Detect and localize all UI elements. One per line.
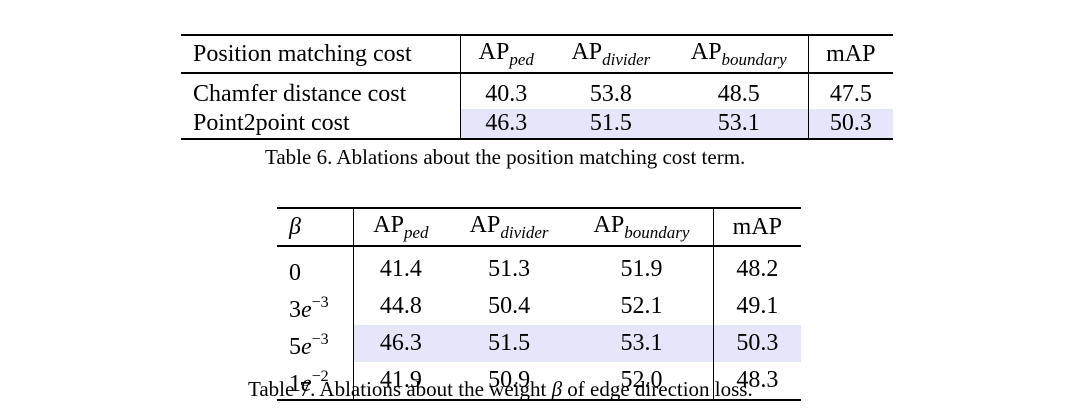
header-ap-divider: APdivider	[448, 208, 570, 246]
ap-label: AP	[478, 38, 510, 65]
cell-ap-boundary: 53.1	[570, 325, 714, 362]
ap-subscript: ped	[403, 222, 429, 242]
cell-map: 50.3	[808, 109, 893, 139]
cell-ap-boundary: 53.1	[669, 109, 809, 139]
row-label: Chamfer distance cost	[181, 73, 461, 109]
ap-label: AP	[690, 38, 722, 65]
cell-map: 50.3	[713, 325, 801, 362]
caption-text: of edge direction loss.	[562, 377, 753, 401]
cell-map: 48.3	[736, 367, 779, 393]
ap-subscript: divider	[500, 222, 549, 242]
header-ap-divider: APdivider	[552, 35, 670, 73]
beta-exponent: −2	[311, 368, 329, 385]
cell-ap-boundary: 52.0	[570, 362, 714, 400]
cell-ap-ped: 41.9	[379, 367, 422, 393]
beta-value: 5e−3	[277, 325, 354, 362]
header-position-matching-cost: Position matching cost	[181, 35, 461, 73]
cell-map: 49.1	[736, 293, 779, 319]
table-6: Position matching cost APped APdivider A…	[181, 34, 893, 140]
cell-ap-divider: 51.3	[488, 256, 531, 282]
table-header-row: Position matching cost APped APdivider A…	[181, 35, 893, 73]
beta-base: 1	[289, 371, 301, 397]
beta-value: 1e−2	[277, 362, 354, 400]
ap-subscript: boundary	[624, 222, 690, 242]
cell-map: 47.5	[829, 81, 872, 107]
table-header-row: β APped APdivider APboundary mAP	[277, 208, 801, 246]
header-ap-ped: APped	[460, 35, 552, 73]
beta-value: 0	[277, 246, 354, 288]
header-map: mAP	[826, 40, 876, 67]
table-row: 1e−2 41.9 50.9 52.0 48.3	[277, 362, 801, 400]
ap-label: AP	[571, 38, 603, 65]
ap-subscript: boundary	[721, 49, 787, 69]
table-row: Chamfer distance cost 40.3 53.8 48.5 47.…	[181, 73, 893, 109]
cell-ap-divider: 51.5	[551, 109, 670, 139]
header-ap-boundary: APboundary	[669, 35, 809, 73]
cell-ap-ped: 46.3	[460, 109, 552, 139]
beta-e: e	[301, 297, 312, 323]
cell-ap-ped: 44.8	[379, 293, 422, 319]
caption-text: Table 7. Ablations about the weight	[248, 377, 552, 401]
beta-value: 3e−3	[277, 288, 354, 325]
cell-ap-divider: 51.5	[448, 325, 571, 362]
cell-ap-divider: 50.4	[488, 293, 531, 319]
table-row: 3e−3 44.8 50.4 52.1 49.1	[277, 288, 801, 325]
cell-map: 48.2	[736, 256, 779, 282]
table-7-caption: Table 7. Ablations about the weight β of…	[248, 377, 753, 402]
cell-ap-ped: 46.3	[353, 325, 448, 362]
cell-ap-ped: 40.3	[485, 81, 528, 107]
table-row-highlighted: Point2point cost 46.3 51.5 53.1 50.3	[181, 109, 893, 139]
caption-beta-symbol: β	[551, 377, 563, 401]
beta-e: e	[301, 371, 312, 397]
beta-base: 0	[289, 260, 301, 286]
cell-ap-divider: 50.9	[488, 367, 531, 393]
beta-exponent: −3	[311, 294, 329, 311]
beta-exponent: −3	[311, 331, 329, 348]
header-ap-boundary: APboundary	[570, 208, 714, 246]
header-beta: β	[277, 208, 354, 246]
table-row-highlighted: 5e−3 46.3 51.5 53.1 50.3	[277, 325, 801, 362]
table-6-caption: Table 6. Ablations about the position ma…	[265, 145, 746, 169]
cell-ap-boundary: 48.5	[669, 73, 809, 109]
beta-base: 3	[289, 297, 301, 323]
beta-e: e	[301, 334, 312, 360]
ap-label: AP	[373, 211, 404, 238]
ap-label: AP	[593, 211, 625, 238]
beta-base: 5	[289, 334, 301, 360]
cell-ap-divider: 53.8	[589, 81, 632, 107]
table-row: 0 41.4 51.3 51.9 48.2	[277, 246, 801, 288]
table-7: β APped APdivider APboundary mAP 0 41.4 …	[277, 207, 801, 401]
cell-ap-ped: 41.4	[379, 256, 422, 282]
ap-label: AP	[469, 211, 501, 238]
row-label: Point2point cost	[181, 109, 461, 139]
header-map: mAP	[732, 213, 783, 240]
header-ap-ped: APped	[353, 208, 448, 246]
ap-subscript: ped	[509, 49, 534, 69]
cell-ap-boundary: 52.1	[570, 288, 714, 325]
cell-ap-boundary: 51.9	[570, 246, 714, 288]
ap-subscript: divider	[602, 49, 651, 69]
